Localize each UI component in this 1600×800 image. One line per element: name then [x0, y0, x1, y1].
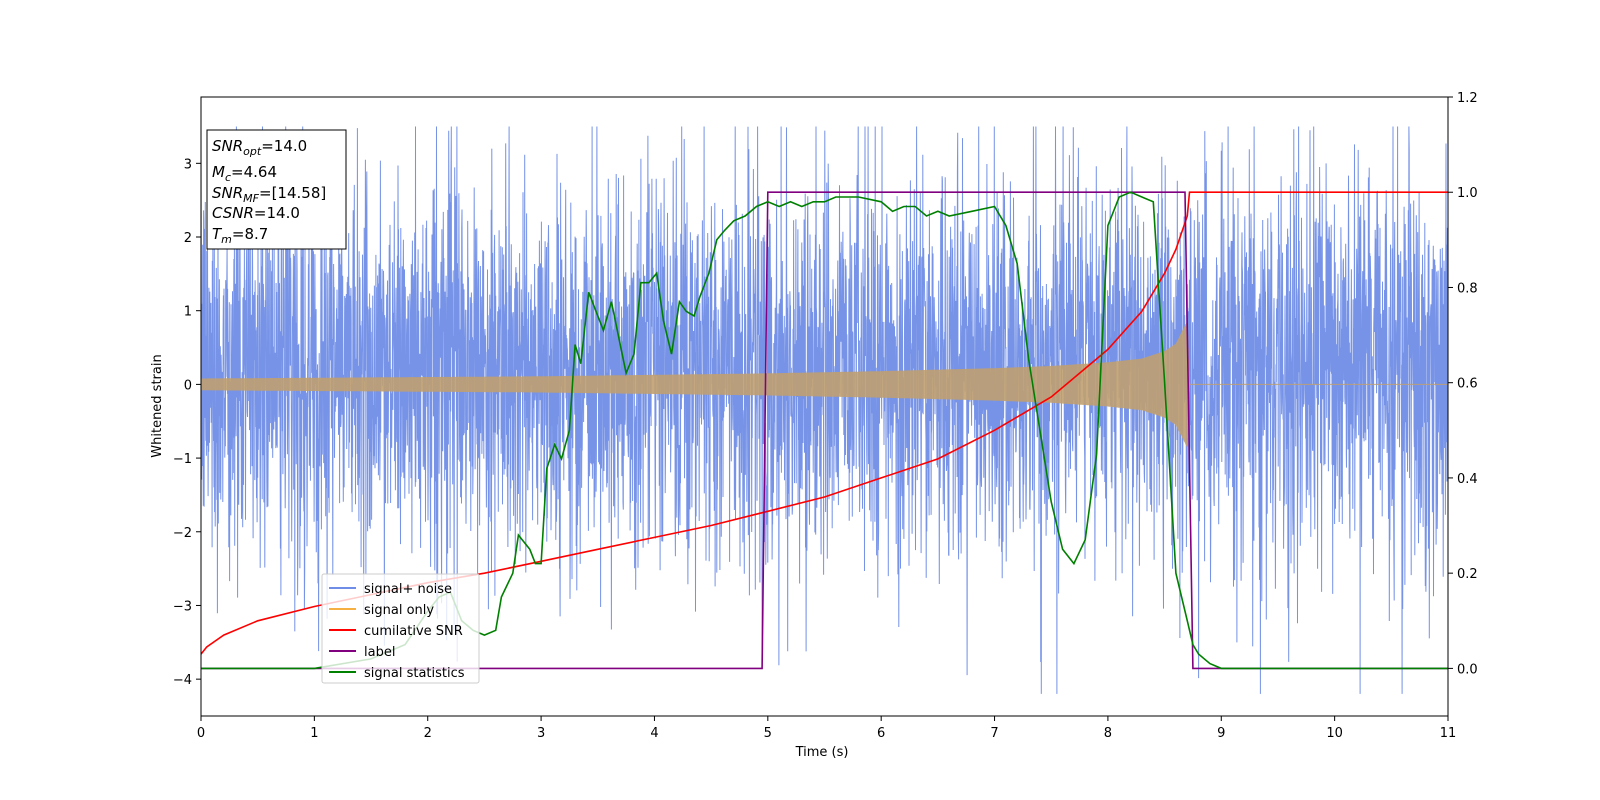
info-snr-mf: SNRMF=[14.58] [212, 184, 326, 205]
legend: signal+ noise signal only cumilative SNR la… [321, 573, 480, 684]
x-axis-ticks: 0 1 2 3 4 5 6 7 8 9 10 11 [197, 716, 1456, 741]
y-left-tick-label: −3 [173, 599, 192, 614]
legend-label: signal only [364, 603, 434, 618]
legend-label: cumilative SNR [364, 624, 463, 639]
series-signal-statistics [201, 191, 1448, 670]
series-cumulative-snr [201, 191, 1448, 655]
signal-statistics-line [201, 191, 1448, 670]
y-right-tick-label: 0.8 [1457, 281, 1478, 296]
y-right-tick-label: 0.2 [1457, 567, 1478, 582]
cumulative-snr-line [201, 191, 1448, 655]
x-tick-label: 8 [1104, 726, 1112, 741]
legend-items: signal+ noise signal only cumilative SNR la… [329, 582, 465, 681]
y-right-tick-label: 1.2 [1457, 91, 1478, 106]
x-tick-label: 1 [310, 726, 318, 741]
signal-only-line [201, 322, 1448, 447]
x-tick-label: 3 [537, 726, 545, 741]
y-left-tick-label: −4 [173, 673, 192, 688]
signal-plus-noise-line [201, 126, 1448, 694]
x-tick-label: 10 [1326, 726, 1343, 741]
info-csnr: CSNR=14.0 [212, 204, 300, 222]
y-left-tick-label: −2 [173, 526, 192, 541]
x-tick-label: 4 [650, 726, 658, 741]
x-tick-label: 5 [764, 726, 772, 741]
legend-label: signal+ noise [364, 582, 452, 597]
y-left-tick-label: 1 [184, 305, 192, 320]
series-signal-plus-noise [201, 126, 1448, 694]
y-left-tick-label: −1 [173, 452, 192, 467]
y-axis-label: Whitened strain [150, 354, 165, 457]
x-tick-label: 6 [877, 726, 885, 741]
y-right-tick-label: 0.4 [1457, 472, 1478, 487]
y-left-tick-label: 2 [184, 231, 192, 246]
legend-label: signal statistics [364, 666, 465, 681]
y-right-tick-label: 0.6 [1457, 377, 1478, 392]
x-axis-label: Time (s) [795, 745, 849, 760]
x-tick-label: 7 [990, 726, 998, 741]
y-right-tick-label: 1.0 [1457, 186, 1478, 201]
series-signal-only [201, 322, 1448, 447]
plot-frame [200, 96, 1449, 717]
info-mc: Mc=4.64 [212, 163, 277, 184]
x-tick-label: 0 [197, 726, 205, 741]
y-axis-left-ticks: −4 −3 −2 −1 0 1 2 3 [173, 157, 201, 688]
y-left-tick-label: 3 [184, 157, 192, 172]
info-box: SNRopt=14.0 Mc=4.64 SNRMF=[14.58] CSNR=1… [206, 129, 347, 250]
legend-frame [321, 573, 480, 684]
x-tick-label: 9 [1217, 726, 1225, 741]
legend-label: label [364, 645, 395, 660]
x-tick-label: 11 [1440, 726, 1457, 741]
y-left-tick-label: 0 [184, 378, 192, 393]
info-tm: Tm=8.7 [212, 225, 268, 246]
plot-area [201, 126, 1448, 694]
x-tick-label: 2 [424, 726, 432, 741]
y-right-tick-label: 0.0 [1457, 662, 1478, 677]
y-axis-right-ticks: 0.0 0.2 0.4 0.6 0.8 1.0 1.2 [1448, 91, 1478, 677]
info-box-frame [206, 129, 347, 250]
info-snr-opt: SNRopt=14.0 [212, 137, 307, 158]
